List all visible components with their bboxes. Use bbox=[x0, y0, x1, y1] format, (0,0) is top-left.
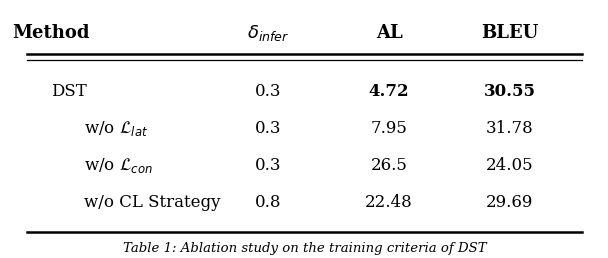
Text: Table 1: Ablation study on the training criteria of DST: Table 1: Ablation study on the training … bbox=[123, 242, 486, 255]
Text: DST: DST bbox=[51, 83, 86, 100]
Text: 24.05: 24.05 bbox=[486, 157, 534, 174]
Text: 31.78: 31.78 bbox=[486, 120, 534, 137]
Text: BLEU: BLEU bbox=[482, 24, 539, 42]
Text: 0.3: 0.3 bbox=[255, 157, 282, 174]
Text: 4.72: 4.72 bbox=[369, 83, 409, 100]
Text: 29.69: 29.69 bbox=[486, 194, 534, 211]
Text: 30.55: 30.55 bbox=[484, 83, 536, 100]
Text: 7.95: 7.95 bbox=[371, 120, 407, 137]
Text: Method: Method bbox=[12, 24, 89, 42]
Text: AL: AL bbox=[376, 24, 402, 42]
Text: 22.48: 22.48 bbox=[365, 194, 413, 211]
Text: w/o $\mathcal{L}_{con}$: w/o $\mathcal{L}_{con}$ bbox=[84, 156, 153, 175]
Text: 0.8: 0.8 bbox=[255, 194, 282, 211]
Text: w/o $\mathcal{L}_{lat}$: w/o $\mathcal{L}_{lat}$ bbox=[84, 119, 148, 138]
Text: $\delta_{infer}$: $\delta_{infer}$ bbox=[247, 23, 289, 43]
Text: w/o CL Strategy: w/o CL Strategy bbox=[84, 194, 221, 211]
Text: 26.5: 26.5 bbox=[371, 157, 407, 174]
Text: 0.3: 0.3 bbox=[255, 120, 282, 137]
Text: 0.3: 0.3 bbox=[255, 83, 282, 100]
